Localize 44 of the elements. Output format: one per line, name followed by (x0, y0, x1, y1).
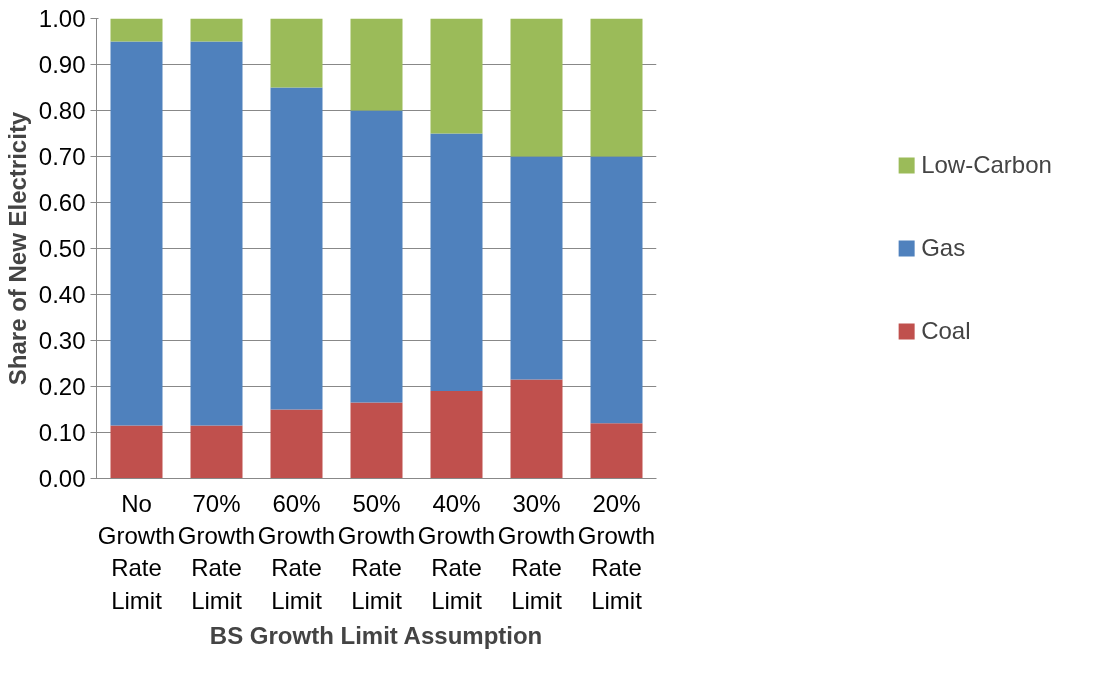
y-axis-title: Share of New Electricity (3, 111, 31, 386)
bar (510, 18, 563, 157)
y-tick-label: 0.30 (38, 327, 86, 354)
y-tick-label: 0.00 (38, 465, 86, 492)
bar (270, 87, 323, 410)
y-tick-label: 0.10 (38, 419, 86, 446)
y-tick-label: 0.50 (38, 235, 86, 262)
bar (430, 391, 483, 479)
x-tick-label: 40% Growth Rate Limit (417, 489, 496, 614)
y-tick-label: 1.00 (38, 5, 86, 32)
legend-label: Coal (921, 317, 971, 345)
y-tick-label: 0.40 (38, 281, 86, 308)
bar (590, 156, 643, 424)
x-axis-title: BS Growth Limit Assumption (209, 621, 543, 649)
bar (510, 156, 563, 380)
bar (350, 18, 403, 111)
y-tick-label: 0.90 (38, 51, 86, 78)
bar (350, 402, 403, 479)
y-tick-label: 0.80 (38, 97, 86, 124)
x-tick-label: 30% Growth Rate Limit (497, 489, 576, 614)
y-tick-label: 0.60 (38, 189, 86, 216)
bar (190, 18, 243, 42)
bar (190, 425, 243, 479)
x-tick-label: 50% Growth Rate Limit (337, 489, 416, 614)
x-tick-label: No Growth Rate Limit (97, 489, 176, 614)
bar (430, 18, 483, 134)
legend-label: Low-Carbon (921, 151, 1052, 179)
x-tick-label: 70% Growth Rate Limit (177, 489, 256, 614)
bar (270, 18, 323, 88)
bar (110, 41, 163, 426)
bar (110, 425, 163, 479)
x-tick-label: 60% Growth Rate Limit (257, 489, 336, 614)
bar (190, 41, 243, 426)
bar (590, 18, 643, 157)
x-tick-label: 20% Growth Rate Limit (577, 489, 656, 614)
bar (110, 18, 163, 42)
bar (510, 379, 563, 479)
y-tick-label: 0.70 (38, 143, 86, 170)
legend-label: Gas (921, 234, 966, 262)
bar (430, 133, 483, 392)
y-tick-label: 0.20 (38, 373, 86, 400)
bar (590, 423, 643, 479)
bar (270, 409, 323, 479)
bar (350, 110, 403, 403)
